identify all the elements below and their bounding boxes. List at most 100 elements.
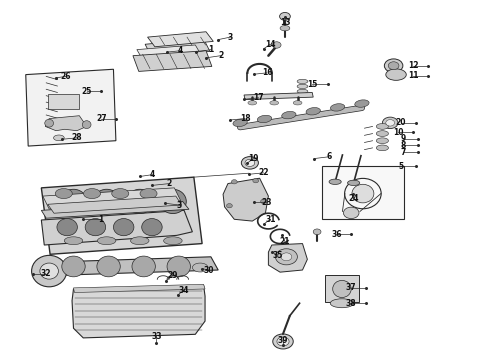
Ellipse shape: [62, 256, 85, 277]
Text: 18: 18: [240, 114, 250, 123]
Ellipse shape: [376, 145, 389, 151]
Ellipse shape: [126, 189, 153, 213]
Ellipse shape: [270, 101, 279, 105]
Ellipse shape: [352, 184, 374, 203]
Polygon shape: [43, 188, 181, 209]
Polygon shape: [49, 257, 218, 275]
Ellipse shape: [164, 237, 182, 245]
Ellipse shape: [257, 115, 271, 123]
Ellipse shape: [386, 69, 406, 80]
Ellipse shape: [376, 138, 389, 144]
Ellipse shape: [112, 189, 129, 199]
Text: 16: 16: [262, 68, 272, 77]
Ellipse shape: [273, 334, 293, 349]
Ellipse shape: [85, 219, 106, 236]
Ellipse shape: [275, 249, 297, 265]
Ellipse shape: [347, 180, 360, 185]
Ellipse shape: [297, 79, 308, 84]
Ellipse shape: [226, 203, 232, 208]
Ellipse shape: [55, 189, 73, 199]
Text: 27: 27: [96, 114, 107, 123]
Text: 35: 35: [273, 251, 283, 260]
Text: 6: 6: [326, 152, 331, 161]
Ellipse shape: [293, 101, 302, 105]
Text: 17: 17: [253, 93, 264, 102]
Text: 2: 2: [167, 179, 172, 188]
Text: 7: 7: [401, 148, 406, 157]
Polygon shape: [133, 51, 212, 71]
Text: 1: 1: [208, 45, 214, 54]
Ellipse shape: [253, 179, 259, 183]
Text: 29: 29: [168, 271, 178, 280]
Text: 9: 9: [401, 134, 406, 143]
Ellipse shape: [329, 179, 341, 184]
Polygon shape: [244, 93, 313, 100]
Ellipse shape: [231, 180, 237, 184]
Text: 33: 33: [151, 332, 162, 341]
Ellipse shape: [306, 108, 320, 115]
Text: 3: 3: [176, 201, 182, 210]
Ellipse shape: [93, 189, 120, 213]
Ellipse shape: [261, 199, 267, 203]
Text: 34: 34: [179, 285, 189, 294]
Ellipse shape: [53, 135, 64, 141]
Polygon shape: [137, 45, 201, 60]
Polygon shape: [147, 32, 213, 47]
Ellipse shape: [159, 189, 186, 213]
Ellipse shape: [31, 255, 67, 287]
Text: 10: 10: [393, 128, 404, 137]
Ellipse shape: [82, 121, 91, 129]
Text: 24: 24: [348, 194, 358, 203]
Text: 31: 31: [265, 215, 275, 224]
Text: 38: 38: [346, 299, 357, 308]
Text: 2: 2: [218, 51, 223, 60]
Text: 3: 3: [228, 33, 233, 42]
Ellipse shape: [142, 219, 162, 236]
Text: 36: 36: [331, 230, 342, 239]
Ellipse shape: [376, 131, 389, 136]
Text: 23: 23: [262, 198, 272, 207]
Polygon shape: [72, 285, 205, 338]
Ellipse shape: [384, 59, 403, 72]
Ellipse shape: [330, 299, 354, 308]
Ellipse shape: [388, 62, 399, 69]
Ellipse shape: [83, 189, 100, 199]
Polygon shape: [41, 202, 189, 218]
Ellipse shape: [376, 123, 389, 129]
Text: 8: 8: [401, 141, 406, 150]
Ellipse shape: [382, 117, 398, 129]
Text: 1: 1: [98, 215, 104, 224]
Ellipse shape: [245, 159, 255, 166]
Ellipse shape: [330, 104, 345, 111]
Ellipse shape: [313, 229, 321, 235]
Ellipse shape: [297, 84, 308, 89]
Ellipse shape: [355, 100, 369, 107]
Polygon shape: [26, 69, 116, 146]
Text: 37: 37: [346, 283, 357, 292]
Ellipse shape: [40, 263, 58, 279]
Ellipse shape: [97, 256, 120, 277]
Ellipse shape: [248, 101, 257, 105]
Polygon shape: [45, 116, 87, 131]
Text: 26: 26: [60, 72, 71, 81]
Ellipse shape: [281, 253, 292, 261]
Text: 22: 22: [258, 168, 269, 177]
Ellipse shape: [193, 263, 208, 272]
Text: 15: 15: [307, 80, 318, 89]
Ellipse shape: [280, 26, 290, 31]
Ellipse shape: [297, 89, 308, 94]
Ellipse shape: [140, 189, 157, 199]
Text: 39: 39: [278, 336, 288, 345]
Ellipse shape: [45, 119, 53, 127]
Ellipse shape: [60, 189, 87, 213]
Text: 13: 13: [280, 18, 290, 27]
Bar: [325, 275, 359, 302]
Ellipse shape: [386, 120, 394, 126]
Ellipse shape: [242, 157, 258, 169]
Bar: [322, 166, 404, 219]
Ellipse shape: [64, 237, 83, 245]
Polygon shape: [41, 177, 202, 254]
Ellipse shape: [98, 237, 116, 245]
Ellipse shape: [343, 207, 359, 219]
Text: 30: 30: [203, 266, 214, 275]
